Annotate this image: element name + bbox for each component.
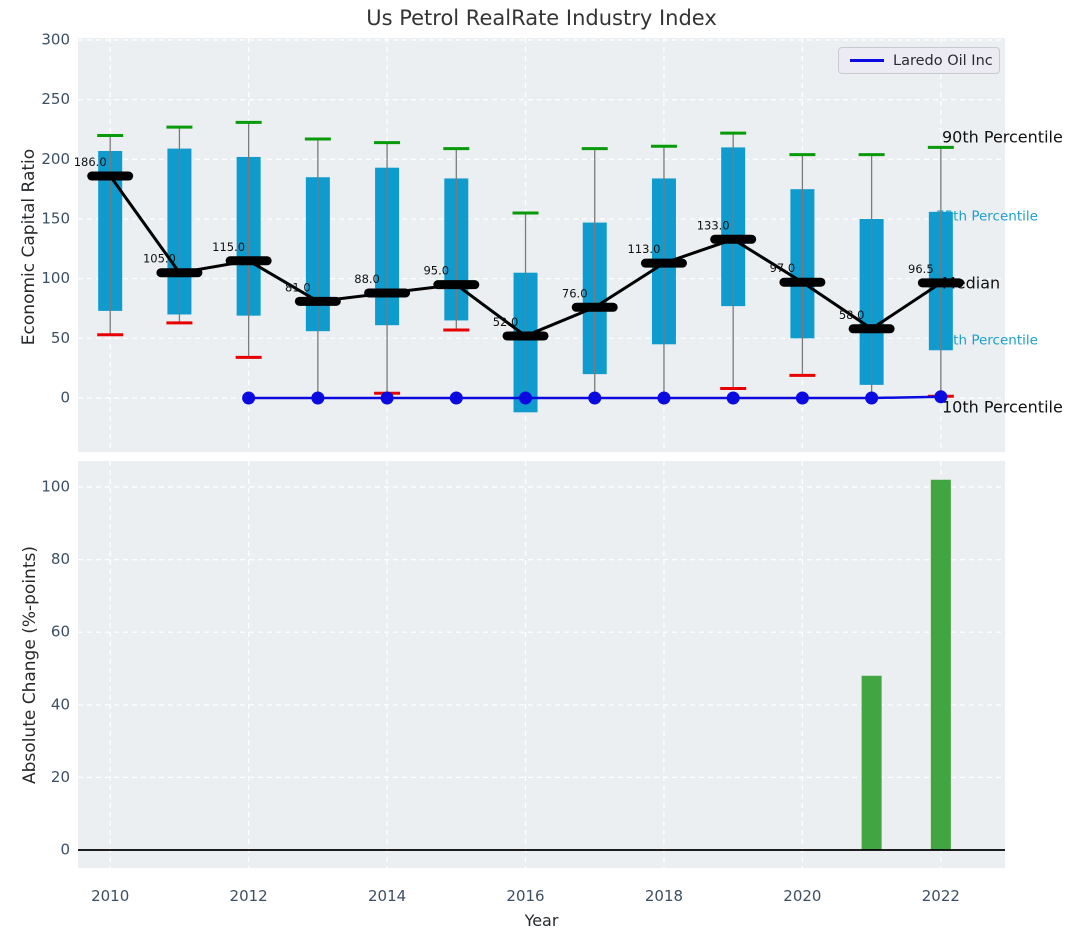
median-marker-2013 <box>294 296 341 306</box>
side-label-black: 90th Percentile <box>942 127 1063 146</box>
legend: Laredo Oil Inc <box>838 47 1000 74</box>
median-annotation-2013: 81.0 <box>285 280 311 294</box>
chart-title: Us Petrol RealRate Industry Index <box>366 6 717 30</box>
company-dot-2020 <box>795 391 809 405</box>
company-dot-2021 <box>865 391 879 405</box>
median-marker-2016 <box>502 331 549 341</box>
median-annotation-2010: 186.0 <box>74 155 107 169</box>
top-y-axis-label: Economic Capital Ratio <box>19 148 39 346</box>
top-y-tick-label: 250 <box>41 90 70 108</box>
x-tick-label: 2010 <box>91 887 129 905</box>
x-tick-label: 2022 <box>922 887 960 905</box>
company-dot-2012 <box>242 391 256 405</box>
company-dot-2018 <box>657 391 671 405</box>
x-tick-label: 2014 <box>368 887 406 905</box>
bottom-y-axis-label: Absolute Change (%-points) <box>20 546 40 784</box>
median-marker-2019 <box>710 234 757 244</box>
bottom-y-tick-label: 100 <box>41 478 70 496</box>
side-label-black: Median <box>942 274 1000 293</box>
median-annotation-2011: 105.0 <box>143 252 176 266</box>
change-bar-2021 <box>861 675 882 850</box>
side-label-black: 10th Percentile <box>942 398 1063 417</box>
company-dot-2019 <box>726 391 740 405</box>
median-annotation-2019: 133.0 <box>697 218 730 232</box>
change-bar-2022 <box>930 479 951 850</box>
bottom-y-tick-label: 0 <box>60 841 70 859</box>
median-marker-2017 <box>571 302 618 312</box>
top-y-tick-label: 200 <box>41 150 70 168</box>
bottom-panel-background <box>78 461 1005 868</box>
top-y-tick-label: 150 <box>41 210 70 228</box>
x-tick-label: 2012 <box>230 887 268 905</box>
median-annotation-2022: 96.5 <box>908 262 934 276</box>
median-annotation-2017: 76.0 <box>562 286 588 300</box>
bottom-y-tick-label: 60 <box>51 623 70 641</box>
median-marker-2020 <box>779 277 826 287</box>
median-marker-2012 <box>225 256 272 266</box>
x-tick-label: 2020 <box>783 887 821 905</box>
median-marker-2015 <box>433 280 480 290</box>
legend-line-swatch <box>850 59 884 62</box>
bottom-y-tick-label: 20 <box>51 768 70 786</box>
side-label-cyan: 25th Percentile <box>936 333 1038 349</box>
median-marker-2014 <box>364 288 411 298</box>
median-annotation-2014: 88.0 <box>354 272 380 286</box>
company-dot-2016 <box>519 391 533 405</box>
top-panel-background <box>78 38 1005 452</box>
top-y-tick-label: 50 <box>51 329 70 347</box>
median-annotation-2015: 95.0 <box>423 264 449 278</box>
median-marker-2010 <box>87 171 134 181</box>
median-marker-2011 <box>156 268 203 278</box>
median-marker-2021 <box>848 324 895 334</box>
median-annotation-2012: 115.0 <box>212 240 245 254</box>
median-annotation-2016: 52.0 <box>493 315 519 329</box>
x-tick-label: 2018 <box>645 887 683 905</box>
median-annotation-2020: 97.0 <box>770 261 796 275</box>
company-dot-2014 <box>380 391 394 405</box>
company-dot-2017 <box>588 391 602 405</box>
bottom-y-tick-label: 40 <box>51 695 70 713</box>
x-tick-label: 2016 <box>506 887 544 905</box>
median-marker-2022 <box>917 278 964 288</box>
top-y-tick-label: 300 <box>41 31 70 49</box>
side-label-cyan: 75th Percentile <box>936 209 1038 225</box>
company-dot-2013 <box>311 391 325 405</box>
median-annotation-2021: 58.0 <box>839 308 865 322</box>
bottom-y-tick-label: 80 <box>51 550 70 568</box>
company-dot-2015 <box>449 391 463 405</box>
company-dot-2022 <box>934 390 948 404</box>
top-y-tick-label: 0 <box>60 389 70 407</box>
legend-label: Laredo Oil Inc <box>893 52 993 69</box>
median-annotation-2018: 113.0 <box>627 242 660 256</box>
top-y-tick-label: 100 <box>41 269 70 287</box>
median-marker-2018 <box>640 258 687 268</box>
x-axis-label: Year <box>524 911 559 930</box>
